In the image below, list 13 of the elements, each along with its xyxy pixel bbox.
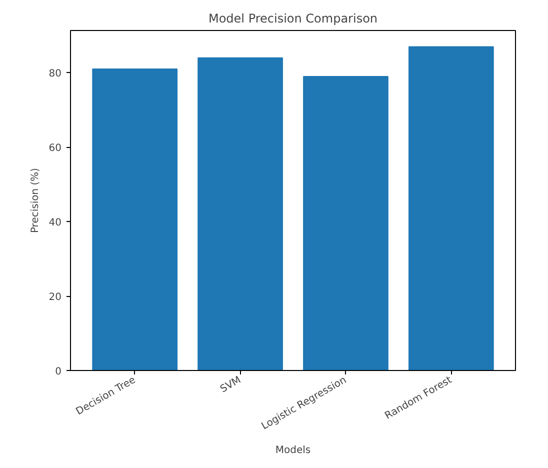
chart-title: Model Precision Comparison (208, 12, 378, 26)
x-tick-label: SVM (218, 374, 244, 396)
y-tick-label: 0 (55, 366, 62, 378)
y-tick-label: 80 (48, 68, 62, 80)
bar (198, 57, 283, 370)
bar (303, 76, 388, 370)
y-tick-label: 60 (48, 143, 62, 154)
x-axis-title: Models (275, 444, 311, 456)
y-tick-label: 40 (48, 218, 62, 229)
y-tick-label: 20 (48, 292, 62, 304)
y-axis-title: Precision (%) (30, 168, 41, 234)
bar (408, 46, 494, 370)
bar (92, 68, 178, 370)
